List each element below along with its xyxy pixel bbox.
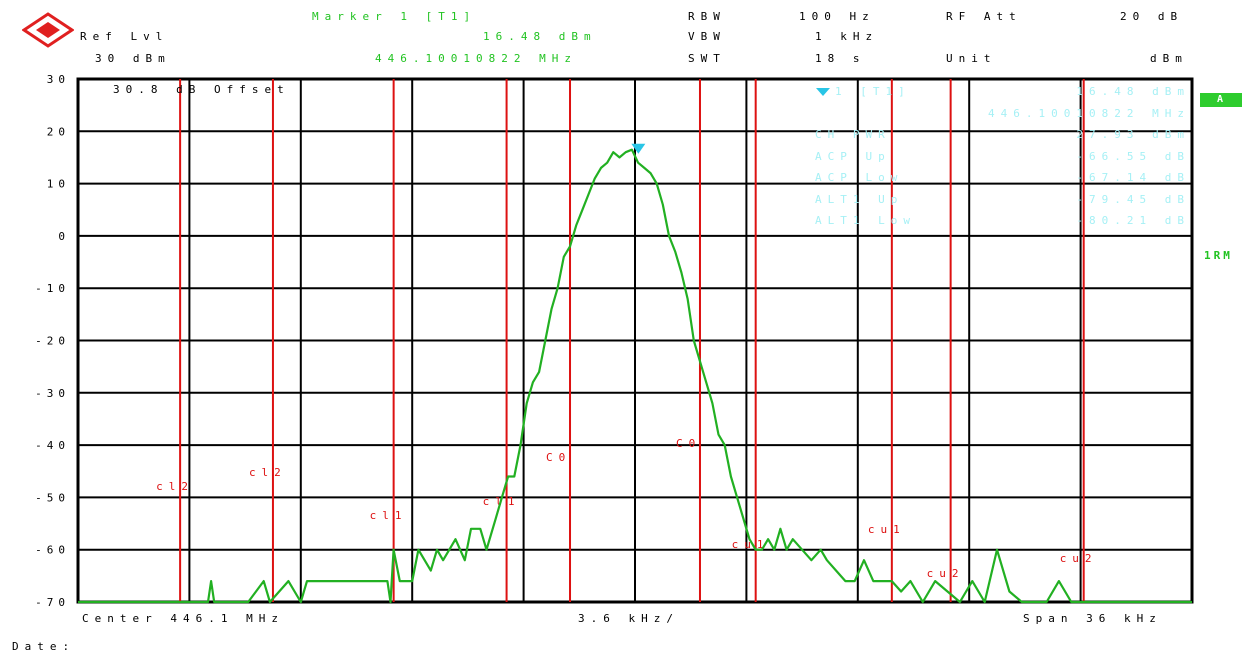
- marker-table-triangle-icon: [816, 88, 830, 96]
- channel-label: cl1: [483, 495, 521, 508]
- trace-mode-label: 1RM: [1204, 249, 1233, 262]
- y-tick-label: -40: [35, 439, 70, 452]
- rbw-label: RBW: [688, 10, 726, 23]
- channel-label: cu2: [1060, 552, 1098, 565]
- channel-label: cu2: [927, 567, 965, 580]
- y-tick-label: 0: [58, 230, 70, 243]
- ref-level-label: Ref Lvl: [80, 30, 169, 43]
- y-tick-label: -30: [35, 387, 70, 400]
- marker-title: Marker 1 [T1]: [312, 10, 477, 23]
- y-tick-label: 20: [47, 125, 70, 138]
- marker-table-label: ACP Up: [815, 149, 891, 163]
- marker-1-icon: [631, 143, 646, 154]
- marker-table-value: -79.45 dB: [1076, 192, 1190, 206]
- marker-table-label: ALT1 Low: [815, 214, 916, 227]
- channel-label: cl2: [249, 466, 287, 479]
- vbw-label: VBW: [688, 30, 726, 43]
- y-tick-label: -10: [35, 282, 70, 295]
- marker-table-label: CH PWR: [815, 128, 891, 141]
- channel-label: cu1: [868, 523, 906, 536]
- rohde-schwarz-logo: [22, 12, 74, 48]
- channel-label: C0: [676, 437, 701, 450]
- channel-label: cl2: [156, 480, 194, 493]
- marker-table-value: -80.21 dB: [1076, 214, 1190, 227]
- plot-frame: [76, 77, 1194, 604]
- marker-table-value: 446.10010822 MHz: [988, 106, 1190, 120]
- channel-label: cl1: [370, 509, 408, 522]
- marker-table-value: -66.55 dB: [1076, 149, 1190, 163]
- marker-table-value: 16.48 dBm: [1076, 85, 1190, 98]
- rf-att-label: RF Att: [946, 10, 1022, 23]
- marker-table-value: 27.93 dBm: [1076, 128, 1190, 141]
- marker-level: 16.48 dBm: [483, 30, 597, 43]
- y-tick-label: -20: [35, 335, 70, 348]
- unit-label: Unit: [946, 52, 997, 65]
- swt-value: 18 s: [815, 52, 866, 65]
- y-tick-label: -70: [35, 596, 70, 609]
- ref-level-value: 30 dBm: [95, 52, 171, 65]
- marker-table-value: -67.14 dB: [1076, 171, 1190, 184]
- channel-label: C0: [546, 451, 571, 464]
- rf-att-value: 20 dB: [1120, 10, 1184, 23]
- y-tick-label: -60: [35, 544, 70, 557]
- marker-table-label: ALT1 Up: [815, 192, 904, 206]
- rbw-value: 100 Hz: [799, 10, 875, 23]
- swt-label: SWT: [688, 52, 726, 65]
- marker-table-label: ACP Low: [815, 171, 904, 184]
- y-tick-label: -50: [35, 491, 70, 504]
- y-tick-label: 30: [47, 73, 70, 86]
- y-tick-label: 10: [47, 178, 70, 191]
- trace-line: [78, 148, 1192, 604]
- division-label: 3.6 kHz/: [578, 612, 679, 625]
- date-label: Date:: [12, 640, 76, 653]
- vbw-value: 1 kHz: [815, 30, 879, 43]
- span-label: Span 36 kHz: [1023, 612, 1162, 625]
- unit-value: dBm: [1150, 52, 1188, 65]
- marker-frequency: 446.10010822 MHz: [375, 52, 577, 65]
- marker-table-label: 1 [T1]: [835, 85, 911, 98]
- center-frequency: Center 446.1 MHz: [82, 612, 284, 625]
- offset-text: 30.8 dB Offset: [113, 83, 290, 96]
- trace-a-badge: A: [1200, 93, 1242, 107]
